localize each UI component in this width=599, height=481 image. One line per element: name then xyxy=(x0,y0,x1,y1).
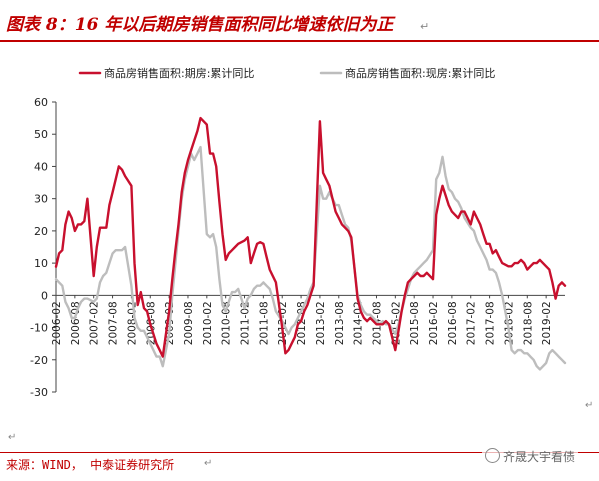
x-tick-label: 2015-08 xyxy=(409,301,421,345)
x-tick-label: 2007-08 xyxy=(108,301,120,345)
chart-axes: -30 -20 -10 0 10 20 30 40 50 60 2006-02 2006-08 2007… xyxy=(30,96,565,399)
x-tick-label: 2013-02 xyxy=(315,301,327,345)
y-tick-label: -20 xyxy=(30,354,48,367)
y-tick-label: 50 xyxy=(34,128,48,141)
watermark-text: 齐晟大宇看债 xyxy=(503,450,576,464)
y-tick-label: 10 xyxy=(34,257,48,270)
watermark: 齐晟大宇看债 xyxy=(482,448,579,465)
x-tick-label: 2008-02 xyxy=(126,301,138,345)
y-tick-label: 20 xyxy=(34,225,48,238)
y-tick-label: -30 xyxy=(30,386,48,399)
footer-divider xyxy=(0,452,599,453)
x-tick-label: 2017-08 xyxy=(485,301,497,345)
x-tick-label: 2009-08 xyxy=(183,301,195,345)
paragraph-mark-icon: ↵ xyxy=(8,432,17,443)
x-tick-label: 2019-02 xyxy=(541,301,553,345)
series-line-futures xyxy=(54,116,567,358)
x-tick-label: 2007-02 xyxy=(89,301,101,345)
x-tick-label: 2018-08 xyxy=(522,301,534,345)
x-tick-label: 2016-08 xyxy=(447,301,459,345)
y-tick-label: 40 xyxy=(34,160,48,173)
legend-label-existing: 商品房销售面积:现房:累计同比 xyxy=(345,66,495,80)
y-tick-label: -10 xyxy=(30,322,48,335)
title-divider xyxy=(0,40,599,42)
legend-label-futures: 商品房销售面积:期房:累计同比 xyxy=(104,66,254,80)
paragraph-mark-icon: ↵ xyxy=(420,20,430,33)
x-tick-label: 2016-02 xyxy=(428,301,440,345)
paragraph-mark-icon: ↵ xyxy=(204,458,213,469)
x-tick-label: 2010-08 xyxy=(221,301,233,345)
x-tick-label: 2011-08 xyxy=(258,301,270,345)
source-note: 来源：WIND， 中泰证券研究所 xyxy=(6,458,175,472)
y-tick-label: 30 xyxy=(34,193,48,206)
x-tick-label: 2015-02 xyxy=(390,301,402,345)
x-tick-label: 2006-08 xyxy=(70,301,82,345)
series-line-existing xyxy=(54,145,567,371)
paragraph-mark-icon: ↵ xyxy=(585,400,594,411)
chart-title: 图表 8：16 年以后期房销售面积同比增速依旧为正 xyxy=(6,15,394,35)
x-tick-label: 2013-08 xyxy=(334,301,346,345)
y-tick-label: 60 xyxy=(34,96,48,109)
series-layer xyxy=(54,116,567,371)
x-tick-label: 2011-02 xyxy=(240,301,252,345)
x-tick-label: 2006-02 xyxy=(51,301,63,345)
y-tick-label: 0 xyxy=(41,289,48,302)
x-tick-label: 2017-02 xyxy=(466,301,478,345)
wechat-icon xyxy=(485,448,500,463)
chart-legend: 商品房销售面积:期房:累计同比 商品房销售面积:现房:累计同比 xyxy=(78,66,495,80)
x-tick-label: 2010-02 xyxy=(202,301,214,345)
